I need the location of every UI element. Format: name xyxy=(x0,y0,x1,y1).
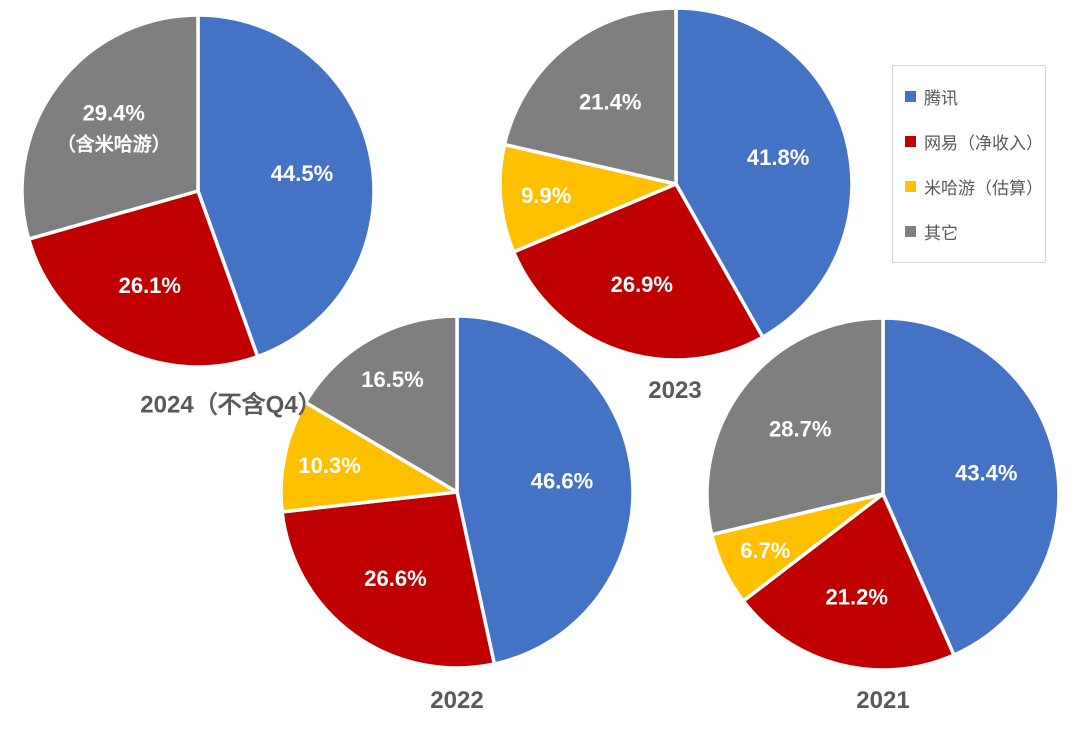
legend-label-others: 其它 xyxy=(924,224,958,243)
pie-label-netease: 26.1% xyxy=(119,273,181,298)
pie-label-mihoyo: 10.3% xyxy=(298,453,360,478)
legend-label-netease: 网易（净收入） xyxy=(924,134,1043,153)
pie-slice-tencent xyxy=(674,6,854,339)
pie-slice-mihoyo xyxy=(279,400,459,514)
pie-title-2024: 2024（不含Q4） xyxy=(140,391,322,419)
legend-item-mihoyo: 米哈游（估算） xyxy=(905,174,1043,199)
pie-figure-2022: 46.6% 26.6% 10.3% 16.5% xyxy=(277,312,637,672)
pie-slice-others xyxy=(705,316,885,537)
legend-item-tencent: 腾讯 xyxy=(905,84,1041,109)
legend-label-tencent: 腾讯 xyxy=(924,89,958,108)
legend-swatch-netease xyxy=(905,136,916,147)
pie-figure-2024: 44.5% 26.1% 29.4%（含米哈游） xyxy=(18,11,378,371)
pie-slice-tencent xyxy=(881,316,1061,657)
pie-label-others: 29.4%（含米哈游） xyxy=(57,100,171,155)
legend-item-netease: 网易（净收入） xyxy=(905,129,1043,154)
pie-label-netease: 21.2% xyxy=(826,584,888,609)
pie-slice-netease xyxy=(26,189,260,369)
legend-swatch-tencent xyxy=(905,91,916,102)
pie-title-2022: 2022 xyxy=(430,687,484,714)
pie-figure-2021: 43.4% 21.2% 6.7% 28.7% xyxy=(703,314,1063,674)
pie-label-others: 28.7% xyxy=(769,417,831,442)
pie-slice-others xyxy=(502,6,678,186)
pie-label-mihoyo: 9.9% xyxy=(521,183,571,208)
pie-svg-2021: 43.4% 21.2% 6.7% 28.7% xyxy=(705,316,1061,672)
pie-label-tencent: 44.5% xyxy=(271,161,333,186)
pie-slice-tencent xyxy=(196,13,376,359)
pie-label-netease: 26.9% xyxy=(611,272,673,297)
pie-title-2023: 2023 xyxy=(648,377,702,404)
pie-svg-20244: 44.5% 26.1% 29.4%（含米哈游） xyxy=(20,13,376,369)
pie-label-netease: 26.6% xyxy=(364,566,426,591)
pie-slice-netease xyxy=(511,182,765,362)
pie-label-others: 21.4% xyxy=(579,89,641,114)
pie-label-tencent: 46.6% xyxy=(531,469,593,494)
pie-label-others: 16.5% xyxy=(361,367,423,392)
pie-label-tencent: 43.4% xyxy=(955,460,1017,485)
pie-slice-netease xyxy=(741,492,956,672)
legend-label-mihoyo: 米哈游（估算） xyxy=(924,179,1043,198)
pie-slice-others xyxy=(20,13,200,241)
pie-svg-2022: 46.6% 26.6% 10.3% 16.5% xyxy=(279,314,635,670)
pie-svg-2023: 41.8% 26.9% 9.9% 21.4% xyxy=(498,6,854,362)
legend-swatch-mihoyo xyxy=(905,181,916,192)
pie-slice-netease xyxy=(280,490,497,670)
pie-label-mihoyo: 6.7% xyxy=(740,538,790,563)
legend-swatch-others xyxy=(905,226,916,237)
pie-slice-mihoyo xyxy=(498,142,678,254)
pie-slice-others xyxy=(303,314,459,494)
pie-figure-2023: 41.8% 26.9% 9.9% 21.4% xyxy=(496,4,856,364)
pie-label-tencent: 41.8% xyxy=(747,145,809,170)
pie-title-2021: 2021 xyxy=(856,687,910,714)
pie-slice-tencent xyxy=(455,314,635,666)
legend-box: 腾讯网易（净收入） 米哈游（估算） 其它 xyxy=(892,65,1046,263)
legend-item-others: 其它 xyxy=(905,219,1041,244)
